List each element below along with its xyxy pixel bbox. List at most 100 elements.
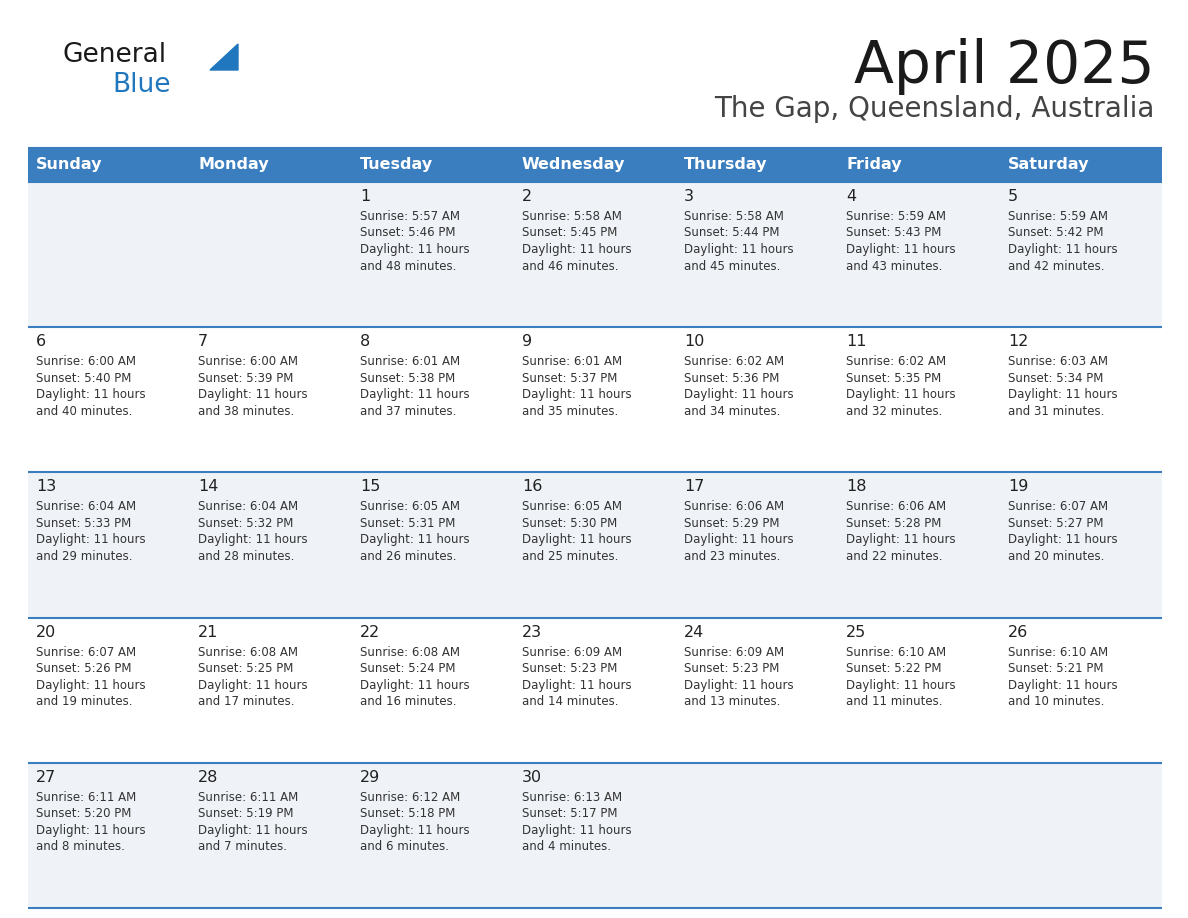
Text: Sunset: 5:34 PM: Sunset: 5:34 PM bbox=[1007, 372, 1104, 385]
Text: Tuesday: Tuesday bbox=[360, 158, 434, 173]
Text: Sunset: 5:21 PM: Sunset: 5:21 PM bbox=[1007, 662, 1104, 675]
Text: Daylight: 11 hours: Daylight: 11 hours bbox=[198, 533, 308, 546]
Text: Sunset: 5:27 PM: Sunset: 5:27 PM bbox=[1007, 517, 1104, 530]
Text: April 2025: April 2025 bbox=[854, 38, 1155, 95]
Text: Daylight: 11 hours: Daylight: 11 hours bbox=[684, 388, 794, 401]
Text: Sunrise: 6:02 AM: Sunrise: 6:02 AM bbox=[846, 355, 946, 368]
Text: 24: 24 bbox=[684, 624, 704, 640]
Text: Sunrise: 6:01 AM: Sunrise: 6:01 AM bbox=[360, 355, 460, 368]
Text: Sunrise: 6:11 AM: Sunrise: 6:11 AM bbox=[36, 790, 137, 804]
Text: Daylight: 11 hours: Daylight: 11 hours bbox=[684, 243, 794, 256]
Text: Daylight: 11 hours: Daylight: 11 hours bbox=[846, 678, 955, 691]
Text: Sunset: 5:19 PM: Sunset: 5:19 PM bbox=[198, 807, 293, 821]
Text: and 34 minutes.: and 34 minutes. bbox=[684, 405, 781, 418]
Text: Daylight: 11 hours: Daylight: 11 hours bbox=[198, 388, 308, 401]
Text: 28: 28 bbox=[198, 770, 219, 785]
Text: Daylight: 11 hours: Daylight: 11 hours bbox=[1007, 533, 1118, 546]
Text: Friday: Friday bbox=[846, 158, 902, 173]
Text: 20: 20 bbox=[36, 624, 56, 640]
Text: Sunset: 5:23 PM: Sunset: 5:23 PM bbox=[522, 662, 618, 675]
Bar bbox=[29, 148, 1162, 182]
Text: 6: 6 bbox=[36, 334, 46, 349]
Text: and 26 minutes.: and 26 minutes. bbox=[360, 550, 456, 563]
Text: Sunset: 5:30 PM: Sunset: 5:30 PM bbox=[522, 517, 618, 530]
Text: 9: 9 bbox=[522, 334, 532, 349]
Text: General: General bbox=[62, 42, 166, 68]
Text: and 48 minutes.: and 48 minutes. bbox=[360, 260, 456, 273]
Text: Daylight: 11 hours: Daylight: 11 hours bbox=[36, 823, 146, 837]
Text: Sunset: 5:31 PM: Sunset: 5:31 PM bbox=[360, 517, 455, 530]
Text: Daylight: 11 hours: Daylight: 11 hours bbox=[36, 388, 146, 401]
Text: 16: 16 bbox=[522, 479, 543, 495]
Text: 21: 21 bbox=[198, 624, 219, 640]
Text: and 4 minutes.: and 4 minutes. bbox=[522, 840, 611, 854]
Text: Daylight: 11 hours: Daylight: 11 hours bbox=[360, 388, 469, 401]
Text: Daylight: 11 hours: Daylight: 11 hours bbox=[36, 533, 146, 546]
Text: Sunrise: 6:09 AM: Sunrise: 6:09 AM bbox=[684, 645, 784, 658]
Text: 18: 18 bbox=[846, 479, 866, 495]
Text: Daylight: 11 hours: Daylight: 11 hours bbox=[522, 533, 632, 546]
Text: Sunday: Sunday bbox=[36, 158, 102, 173]
Text: and 10 minutes.: and 10 minutes. bbox=[1007, 695, 1105, 708]
Text: Daylight: 11 hours: Daylight: 11 hours bbox=[522, 823, 632, 837]
Text: Daylight: 11 hours: Daylight: 11 hours bbox=[684, 533, 794, 546]
Text: and 45 minutes.: and 45 minutes. bbox=[684, 260, 781, 273]
Text: Sunrise: 5:59 AM: Sunrise: 5:59 AM bbox=[846, 210, 946, 223]
Text: Sunrise: 6:12 AM: Sunrise: 6:12 AM bbox=[360, 790, 460, 804]
Text: and 25 minutes.: and 25 minutes. bbox=[522, 550, 619, 563]
Text: and 11 minutes.: and 11 minutes. bbox=[846, 695, 942, 708]
Text: Sunrise: 6:04 AM: Sunrise: 6:04 AM bbox=[198, 500, 298, 513]
Text: Sunset: 5:23 PM: Sunset: 5:23 PM bbox=[684, 662, 779, 675]
Text: Sunset: 5:20 PM: Sunset: 5:20 PM bbox=[36, 807, 132, 821]
Text: Daylight: 11 hours: Daylight: 11 hours bbox=[360, 823, 469, 837]
Text: Sunset: 5:26 PM: Sunset: 5:26 PM bbox=[36, 662, 132, 675]
Text: 30: 30 bbox=[522, 770, 542, 785]
Bar bbox=[29, 327, 1162, 473]
Text: Sunrise: 5:58 AM: Sunrise: 5:58 AM bbox=[684, 210, 784, 223]
Text: Sunrise: 6:13 AM: Sunrise: 6:13 AM bbox=[522, 790, 623, 804]
Text: Sunset: 5:45 PM: Sunset: 5:45 PM bbox=[522, 227, 618, 240]
Text: Monday: Monday bbox=[198, 158, 268, 173]
Text: and 32 minutes.: and 32 minutes. bbox=[846, 405, 942, 418]
Text: 8: 8 bbox=[360, 334, 371, 349]
Text: 13: 13 bbox=[36, 479, 56, 495]
Text: Sunrise: 6:07 AM: Sunrise: 6:07 AM bbox=[1007, 500, 1108, 513]
Text: 2: 2 bbox=[522, 189, 532, 204]
Text: 4: 4 bbox=[846, 189, 857, 204]
Text: Sunset: 5:35 PM: Sunset: 5:35 PM bbox=[846, 372, 941, 385]
Text: 27: 27 bbox=[36, 770, 56, 785]
Text: and 14 minutes.: and 14 minutes. bbox=[522, 695, 619, 708]
Text: 29: 29 bbox=[360, 770, 380, 785]
Text: Daylight: 11 hours: Daylight: 11 hours bbox=[1007, 678, 1118, 691]
Text: Wednesday: Wednesday bbox=[522, 158, 625, 173]
Text: 7: 7 bbox=[198, 334, 208, 349]
Text: 12: 12 bbox=[1007, 334, 1029, 349]
Bar bbox=[29, 618, 1162, 763]
Text: Sunrise: 6:05 AM: Sunrise: 6:05 AM bbox=[522, 500, 623, 513]
Text: Blue: Blue bbox=[112, 72, 171, 98]
Text: and 43 minutes.: and 43 minutes. bbox=[846, 260, 942, 273]
Text: Sunrise: 6:01 AM: Sunrise: 6:01 AM bbox=[522, 355, 623, 368]
Text: Daylight: 11 hours: Daylight: 11 hours bbox=[360, 678, 469, 691]
Text: Daylight: 11 hours: Daylight: 11 hours bbox=[846, 388, 955, 401]
Text: Sunset: 5:43 PM: Sunset: 5:43 PM bbox=[846, 227, 941, 240]
Text: 10: 10 bbox=[684, 334, 704, 349]
Text: 26: 26 bbox=[1007, 624, 1029, 640]
Text: Daylight: 11 hours: Daylight: 11 hours bbox=[198, 823, 308, 837]
Text: 11: 11 bbox=[846, 334, 866, 349]
Text: and 13 minutes.: and 13 minutes. bbox=[684, 695, 781, 708]
Bar bbox=[29, 763, 1162, 908]
Text: Sunset: 5:38 PM: Sunset: 5:38 PM bbox=[360, 372, 455, 385]
Text: 23: 23 bbox=[522, 624, 542, 640]
Text: 15: 15 bbox=[360, 479, 380, 495]
Text: Daylight: 11 hours: Daylight: 11 hours bbox=[360, 533, 469, 546]
Text: and 16 minutes.: and 16 minutes. bbox=[360, 695, 456, 708]
Text: Daylight: 11 hours: Daylight: 11 hours bbox=[846, 533, 955, 546]
Text: Sunrise: 6:00 AM: Sunrise: 6:00 AM bbox=[36, 355, 135, 368]
Text: The Gap, Queensland, Australia: The Gap, Queensland, Australia bbox=[715, 95, 1155, 123]
Text: and 20 minutes.: and 20 minutes. bbox=[1007, 550, 1105, 563]
Text: Sunrise: 6:10 AM: Sunrise: 6:10 AM bbox=[846, 645, 946, 658]
Text: Sunrise: 6:07 AM: Sunrise: 6:07 AM bbox=[36, 645, 137, 658]
Text: Sunrise: 6:04 AM: Sunrise: 6:04 AM bbox=[36, 500, 137, 513]
Text: 14: 14 bbox=[198, 479, 219, 495]
